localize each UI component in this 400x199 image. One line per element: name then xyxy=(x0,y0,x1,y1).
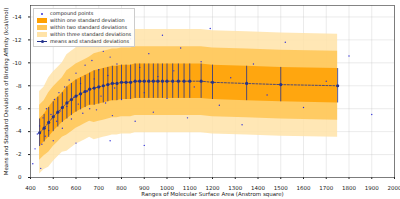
svg-text:Ranges of Molecular Surface Ar: Ranges of Molecular Surface Area (Anstro… xyxy=(141,191,284,198)
svg-text:-12: -12 xyxy=(13,37,22,43)
svg-text:400: 400 xyxy=(25,185,36,191)
svg-text:-4: -4 xyxy=(16,128,22,134)
svg-text:2000: 2000 xyxy=(388,185,400,191)
svg-text:1900: 1900 xyxy=(365,185,379,191)
html-text:compound points: compound points xyxy=(50,10,94,16)
svg-text:1400: 1400 xyxy=(251,185,265,192)
svg-text:-14: -14 xyxy=(13,14,22,20)
svg-text:1300: 1300 xyxy=(228,185,243,192)
svg-text:1500: 1500 xyxy=(273,185,288,192)
svg-text:-6: -6 xyxy=(16,105,22,111)
html-text:within one standard deviation: within one standard deviation xyxy=(50,17,125,23)
html-text:within two standard deviations: within two standard deviations xyxy=(50,24,128,30)
svg-text:-10: -10 xyxy=(13,60,22,66)
svg-text:900: 900 xyxy=(139,185,150,192)
svg-text:1700: 1700 xyxy=(319,185,333,191)
svg-text:1000: 1000 xyxy=(160,185,174,192)
svg-text:500: 500 xyxy=(48,185,59,191)
svg-text:1100: 1100 xyxy=(182,185,197,192)
svg-text:-2: -2 xyxy=(16,151,21,157)
html-text:means and standard deviations: means and standard deviations xyxy=(50,38,129,44)
svg-text:800: 800 xyxy=(116,185,127,191)
svg-text:Means and Standard Deviations: Means and Standard Deviations of Binding… xyxy=(3,8,10,176)
svg-text:1600: 1600 xyxy=(297,185,311,191)
html-text:within three standard deviatio: within three standard deviations xyxy=(50,31,132,37)
svg-text:0: 0 xyxy=(18,174,22,180)
svg-text:700: 700 xyxy=(94,185,105,191)
svg-text:600: 600 xyxy=(71,185,82,191)
svg-text:-8: -8 xyxy=(16,83,22,89)
svg-text:1200: 1200 xyxy=(205,185,220,192)
svg-text:1800: 1800 xyxy=(342,185,356,191)
